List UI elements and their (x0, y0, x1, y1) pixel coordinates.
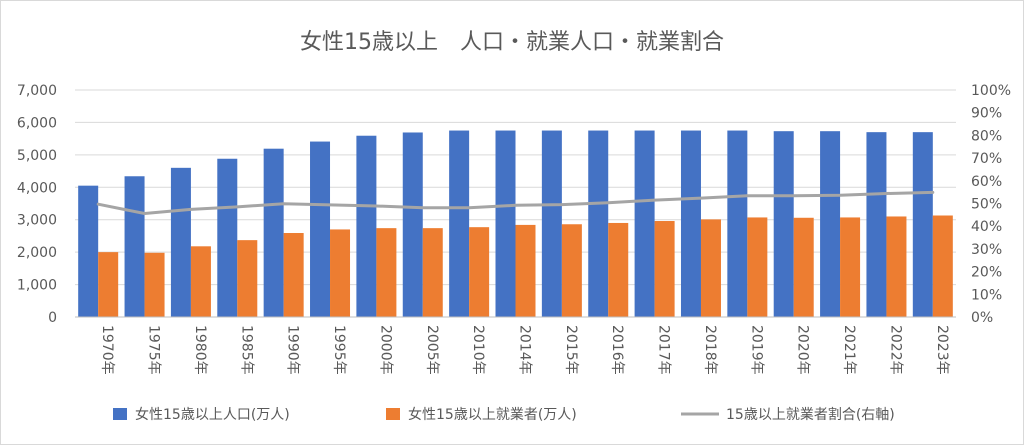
x-tick-label: 2020年 (795, 325, 811, 375)
employed-bar (330, 229, 351, 317)
left-tick-label: 2,000 (17, 245, 57, 261)
population-bar (263, 148, 284, 317)
population-bar (310, 141, 331, 317)
x-tick-label: 1970年 (99, 325, 115, 375)
x-tick-label: 2000年 (377, 325, 393, 375)
x-axis: 1970年 1975年 1980年 1985年 1990年 1995年 2000年 2005年… (75, 316, 956, 375)
x-tick-label: 2022年 (887, 325, 903, 375)
right-tick-label: 90% (971, 106, 1002, 122)
x-tick-label: 2018年 (702, 325, 718, 375)
x-tick-label: 2015年 (563, 325, 579, 375)
legend-label-3: 15歳以上就業者割合(右軸) (726, 406, 895, 423)
employed-bar (840, 217, 861, 317)
population-bar (588, 130, 609, 317)
x-tick-label: 1995年 (331, 325, 347, 375)
right-tick-label: 20% (971, 265, 1002, 281)
population-bar (820, 131, 841, 317)
right-tick-label: 0% (971, 310, 993, 326)
population-bar (449, 130, 470, 317)
x-tick-label: 1980年 (192, 325, 208, 375)
right-tick-label: 70% (971, 151, 1002, 167)
population-bar (78, 185, 99, 317)
right-tick-label: 100% (971, 83, 1011, 99)
employed-bar (237, 240, 258, 317)
population-bar (773, 131, 794, 317)
legend-label-1: 女性15歳以上人口(万人) (135, 406, 290, 423)
employed-bar (886, 216, 907, 317)
x-tick-label: 2016年 (609, 325, 625, 375)
x-tick-label: 2017年 (656, 325, 672, 375)
employed-bar (422, 228, 443, 317)
x-tick-label: 2005年 (424, 325, 440, 375)
employment-rate-line (96, 190, 935, 215)
population-bar (124, 176, 145, 317)
x-tick-label: 1985年 (238, 325, 254, 375)
population-bar (356, 135, 377, 317)
right-tick-label: 50% (971, 197, 1002, 213)
left-tick-label: 7,000 (17, 83, 57, 99)
population-bar (217, 158, 238, 317)
x-tick-label: 1975年 (146, 325, 162, 375)
population-bar (402, 132, 423, 317)
employed-bar (793, 217, 814, 317)
population-bar (680, 130, 701, 317)
left-tick-label: 6,000 (17, 115, 57, 131)
population-bar (866, 132, 887, 317)
employed-bar (608, 222, 629, 317)
line-series (96, 190, 935, 215)
employed-bar (469, 227, 490, 317)
population-bar (170, 167, 191, 317)
population-bar (541, 130, 562, 317)
population-bar (495, 130, 516, 317)
legend: 女性15歳以上人口(万人) 女性15歳以上就業者(万人) 15歳以上就業者割合(右軸… (113, 406, 895, 423)
right-axis: 0% 10% 20% 30% 40% 50% 60% 70% 80% 90% 100% (971, 83, 1011, 326)
employed-bar (654, 221, 675, 317)
employed-bar (515, 224, 536, 317)
x-tick-label: 2021年 (841, 325, 857, 375)
employed-bar (700, 219, 721, 317)
left-tick-label: 4,000 (17, 180, 57, 196)
population-bar (727, 130, 748, 317)
population-bar (634, 130, 655, 317)
employed-bar (747, 217, 768, 317)
x-tick-label: 2014年 (517, 325, 533, 375)
employed-bar (561, 224, 582, 317)
chart-title: 女性15歳以上 人口・就業人口・就業割合 (300, 30, 724, 55)
left-tick-label: 5,000 (17, 148, 57, 164)
population-bar (912, 132, 933, 317)
left-axis: 0 1,000 2,000 3,000 4,000 5,000 6,000 7,000 (17, 83, 57, 326)
x-tick-label: 1990年 (285, 325, 301, 375)
x-tick-label: 2019年 (748, 325, 764, 375)
legend-swatch-1 (113, 408, 127, 420)
employed-bar (190, 246, 211, 317)
employed-bar (932, 215, 953, 317)
employed-bar (144, 252, 165, 317)
right-tick-label: 30% (971, 242, 1002, 258)
right-tick-label: 40% (971, 219, 1002, 235)
left-tick-label: 3,000 (17, 213, 57, 229)
employed-bar (376, 228, 397, 317)
x-tick-label: 2023年 (934, 325, 950, 375)
right-tick-label: 60% (971, 174, 1002, 190)
left-tick-label: 1,000 (17, 278, 57, 294)
right-tick-label: 10% (971, 287, 1002, 303)
x-tick-label: 2010年 (470, 325, 486, 375)
left-tick-label: 0 (48, 310, 57, 326)
bar-series (78, 130, 953, 317)
legend-swatch-2 (386, 408, 400, 420)
right-tick-label: 80% (971, 128, 1002, 144)
legend-label-2: 女性15歳以上就業者(万人) (408, 406, 577, 423)
employed-bar (283, 233, 304, 317)
employed-bar (98, 252, 119, 317)
